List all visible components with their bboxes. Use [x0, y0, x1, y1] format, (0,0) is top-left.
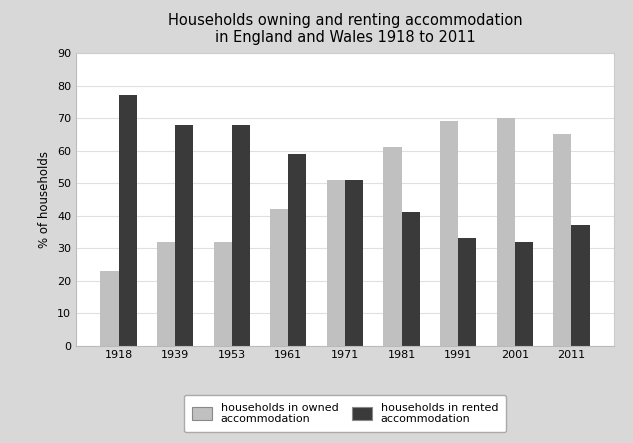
Bar — [327, 180, 345, 346]
Bar — [118, 95, 137, 346]
Bar — [384, 148, 401, 346]
Bar — [214, 241, 232, 346]
Bar — [440, 121, 458, 346]
Bar — [157, 241, 175, 346]
Bar — [175, 124, 193, 346]
Bar — [497, 118, 515, 346]
Bar — [101, 271, 118, 346]
Bar — [232, 124, 250, 346]
Bar — [572, 225, 589, 346]
Bar — [289, 154, 306, 346]
Bar — [553, 134, 572, 346]
Bar — [515, 241, 533, 346]
Bar — [401, 212, 420, 346]
Bar — [458, 238, 476, 346]
Bar — [345, 180, 363, 346]
Title: Households owning and renting accommodation
in England and Wales 1918 to 2011: Households owning and renting accommodat… — [168, 13, 522, 45]
Bar — [270, 209, 289, 346]
Y-axis label: % of households: % of households — [39, 151, 51, 248]
Legend: households in owned
accommodation, households in rented
accommodation: households in owned accommodation, house… — [184, 395, 506, 432]
